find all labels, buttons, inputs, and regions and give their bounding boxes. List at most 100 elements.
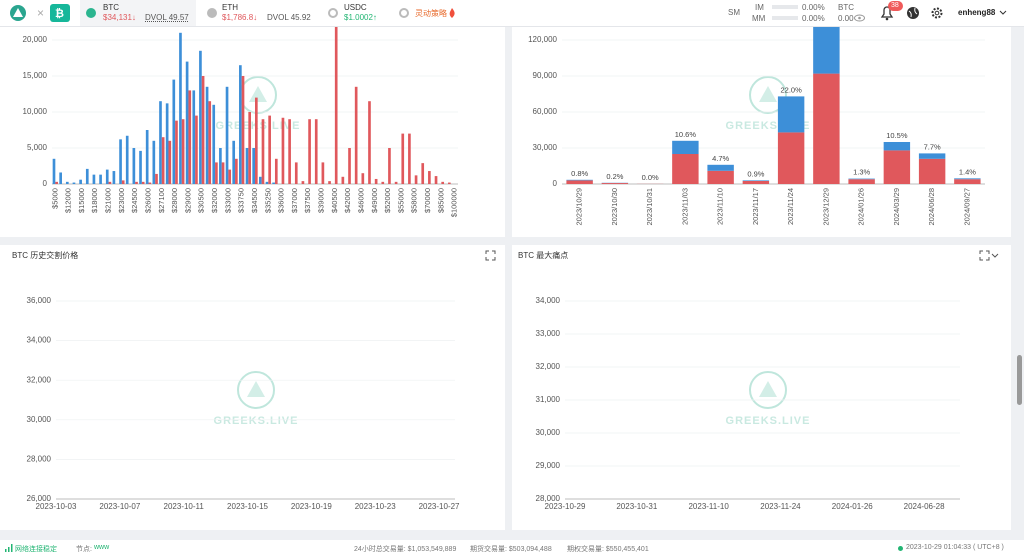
bar [65, 181, 69, 184]
bar [52, 158, 56, 184]
node-label: 节点: [76, 546, 92, 553]
bar [85, 168, 89, 184]
strategy[interactable]: 灵动策略 [415, 9, 447, 18]
signal-icon [5, 544, 13, 552]
bar [374, 178, 378, 184]
bar [954, 179, 981, 184]
settings-icon[interactable] [930, 6, 944, 20]
bar [219, 148, 222, 184]
x-tick-label: 2023/12/29 [821, 188, 830, 226]
y-tick-label: 32,000 [536, 362, 561, 371]
chevron[interactable] [999, 10, 1007, 16]
bar [777, 96, 805, 133]
bar [421, 163, 425, 184]
x-tick-label: 2023-11-10 [688, 502, 729, 511]
bar [341, 176, 345, 184]
bar [79, 179, 82, 184]
x-tick-label: $55000 [396, 188, 405, 213]
bar-label: 0.2% [606, 172, 623, 181]
eye-icon[interactable] [854, 14, 865, 22]
panel-maxpain [512, 245, 1011, 530]
bar [135, 181, 138, 184]
watermark-logo [247, 381, 265, 397]
x-tick-label: $46000 [356, 188, 365, 213]
x-tick-label: 2024-06-28 [904, 502, 945, 511]
username[interactable]: enheng88 [958, 8, 996, 17]
x-tick-label: 2023-10-29 [545, 502, 586, 511]
eth-icon [207, 8, 217, 18]
watermark-logo [237, 371, 275, 409]
bar [883, 142, 911, 151]
bar [742, 180, 770, 181]
x-tick-label: 2023-10-11 [164, 502, 205, 511]
x-tick-label: 2024-01-26 [832, 502, 873, 511]
eth-name[interactable]: ETH [222, 3, 238, 12]
bar [813, 19, 840, 74]
watermark-logo [749, 76, 787, 114]
bar [245, 148, 249, 184]
usdc-name[interactable]: USDC [344, 3, 367, 12]
bar [441, 181, 445, 184]
charts: GREEKS.LIVE 0 5,000 10,000 15,000 20,000 $5000… [12, 18, 999, 511]
bar [414, 175, 418, 184]
scrollbar[interactable] [1017, 355, 1022, 405]
btc-tab[interactable] [80, 0, 196, 26]
x-tick-label: $24500 [130, 188, 139, 213]
bar [408, 133, 411, 184]
y-tick-label: 30,000 [536, 428, 561, 437]
bell-icon[interactable] [880, 5, 894, 21]
bar [92, 174, 96, 184]
x-tick-label: $35250 [263, 188, 272, 213]
y-tick-label: 36,000 [27, 296, 52, 305]
svg-text:₿: ₿ [55, 8, 64, 20]
bar [707, 164, 734, 171]
btc-name: BTC [103, 3, 119, 12]
x-tick-label: 2023/11/24 [786, 188, 795, 225]
bar [334, 18, 338, 185]
x-tick-label: 2024/01/26 [857, 188, 866, 226]
bar [918, 153, 946, 159]
bar [141, 181, 145, 184]
x-tick-label: $34500 [250, 188, 259, 213]
bar [205, 86, 209, 184]
bar [221, 162, 225, 184]
globe-icon[interactable] [906, 6, 920, 20]
bar-label: 0.9% [747, 169, 764, 178]
bar [159, 101, 162, 184]
bar [161, 137, 165, 184]
bar [672, 154, 699, 184]
bar [199, 50, 202, 184]
bar [274, 158, 278, 184]
watermark: GREEKS.LIVE [214, 415, 299, 427]
node-value[interactable]: www [94, 544, 110, 551]
bar [148, 182, 152, 184]
bar [175, 120, 178, 184]
bar [155, 173, 158, 184]
x-tick-label: $26000 [143, 188, 152, 213]
bar [105, 169, 109, 184]
y-tick-label: 0 [553, 179, 558, 188]
bar [255, 97, 258, 184]
watermark: GREEKS.LIVE [726, 415, 811, 427]
im-bar [772, 5, 798, 9]
bar [252, 148, 255, 184]
x-tick-label: 2023/10/30 [610, 188, 619, 226]
bar [235, 158, 238, 184]
chart-title: BTC 历史交割价格 [12, 250, 78, 260]
bar [59, 172, 62, 184]
bar [239, 65, 242, 184]
x-tick-label: $33000 [223, 188, 232, 213]
bar [99, 174, 102, 184]
bar [394, 181, 398, 184]
bar [281, 117, 285, 184]
x-tick-label: $58000 [410, 188, 419, 213]
x-tick-label: 2023-10-27 [419, 502, 460, 511]
bar [434, 176, 438, 184]
bar [192, 90, 196, 184]
bar [361, 173, 365, 184]
bar [208, 101, 212, 184]
x-tick-label: 2023/10/29 [575, 188, 584, 226]
logos[interactable]: × ₿ [8, 4, 78, 24]
bar [601, 183, 629, 184]
x-tick-label: 2023-10-03 [36, 502, 77, 511]
